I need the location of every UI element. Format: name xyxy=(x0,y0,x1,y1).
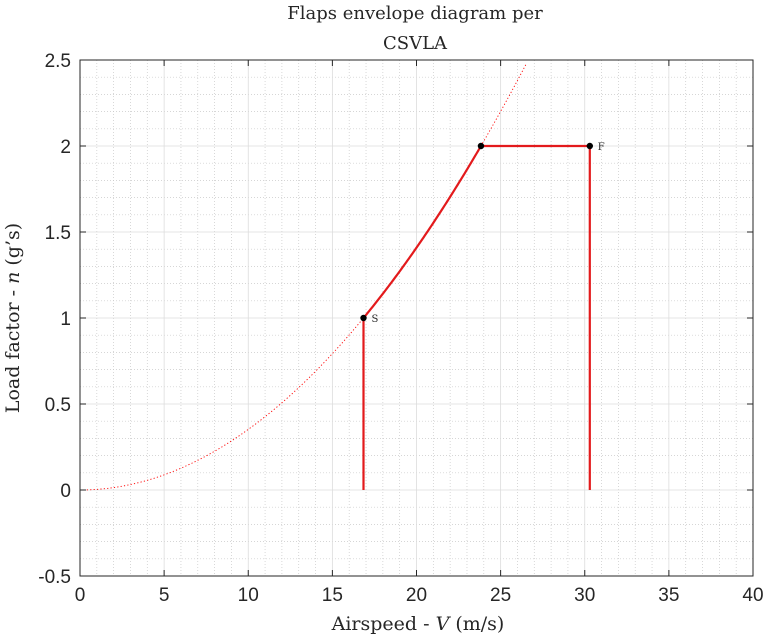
chart-title-line-1: Flaps envelope diagram per xyxy=(287,3,543,24)
x-tick-label: 35 xyxy=(658,585,679,606)
y-tick-label: 1.5 xyxy=(45,223,71,244)
y-axis-ticks: -0.5 0 0.5 1 1.5 2 2.5 xyxy=(38,51,753,588)
y-tick-label: -0.5 xyxy=(38,567,71,588)
x-tick-label: 0 xyxy=(75,585,86,606)
x-tick-label: 40 xyxy=(742,585,763,606)
x-tick-label: 25 xyxy=(490,585,511,606)
y-axis-label-unit: (g’s) xyxy=(2,223,24,272)
y-tick-label: 1 xyxy=(60,309,71,330)
x-tick-label: 20 xyxy=(406,585,427,606)
y-tick-label: 2.5 xyxy=(45,51,71,72)
envelope-point-marker xyxy=(477,142,485,150)
chart-title: Flaps envelope diagram per CSVLA xyxy=(287,3,543,54)
x-axis-ticks: 0 5 10 15 20 25 30 35 40 xyxy=(75,60,764,606)
y-axis-label: Load factor - n (g’s) xyxy=(2,223,24,413)
envelope-point-label: F xyxy=(598,142,605,153)
y-axis-label-symbol: n xyxy=(2,272,24,284)
chart-title-line-2: CSVLA xyxy=(383,33,448,54)
x-tick-label: 10 xyxy=(238,585,259,606)
x-tick-label: 5 xyxy=(159,585,170,606)
y-axis-label-text: Load factor - xyxy=(2,284,24,413)
x-axis-label: Airspeed - V (m/s) xyxy=(331,613,505,635)
envelope-point-label: S xyxy=(372,314,379,325)
y-tick-label: 0 xyxy=(60,481,71,502)
x-axis-label-text: Airspeed - xyxy=(331,613,436,635)
stall-curve-line xyxy=(79,64,527,491)
x-tick-label: 15 xyxy=(322,585,343,606)
envelope-point-marker xyxy=(586,142,593,150)
y-tick-label: 2 xyxy=(60,137,71,158)
x-tick-label: 30 xyxy=(574,585,595,606)
series-layer: SF xyxy=(79,64,605,491)
envelope-point-marker xyxy=(360,314,367,322)
x-axis-label-symbol: V xyxy=(436,613,452,635)
y-tick-label: 0.5 xyxy=(45,395,71,416)
x-axis-label-unit: (m/s) xyxy=(449,613,504,635)
envelope-segment-2 xyxy=(362,145,482,319)
